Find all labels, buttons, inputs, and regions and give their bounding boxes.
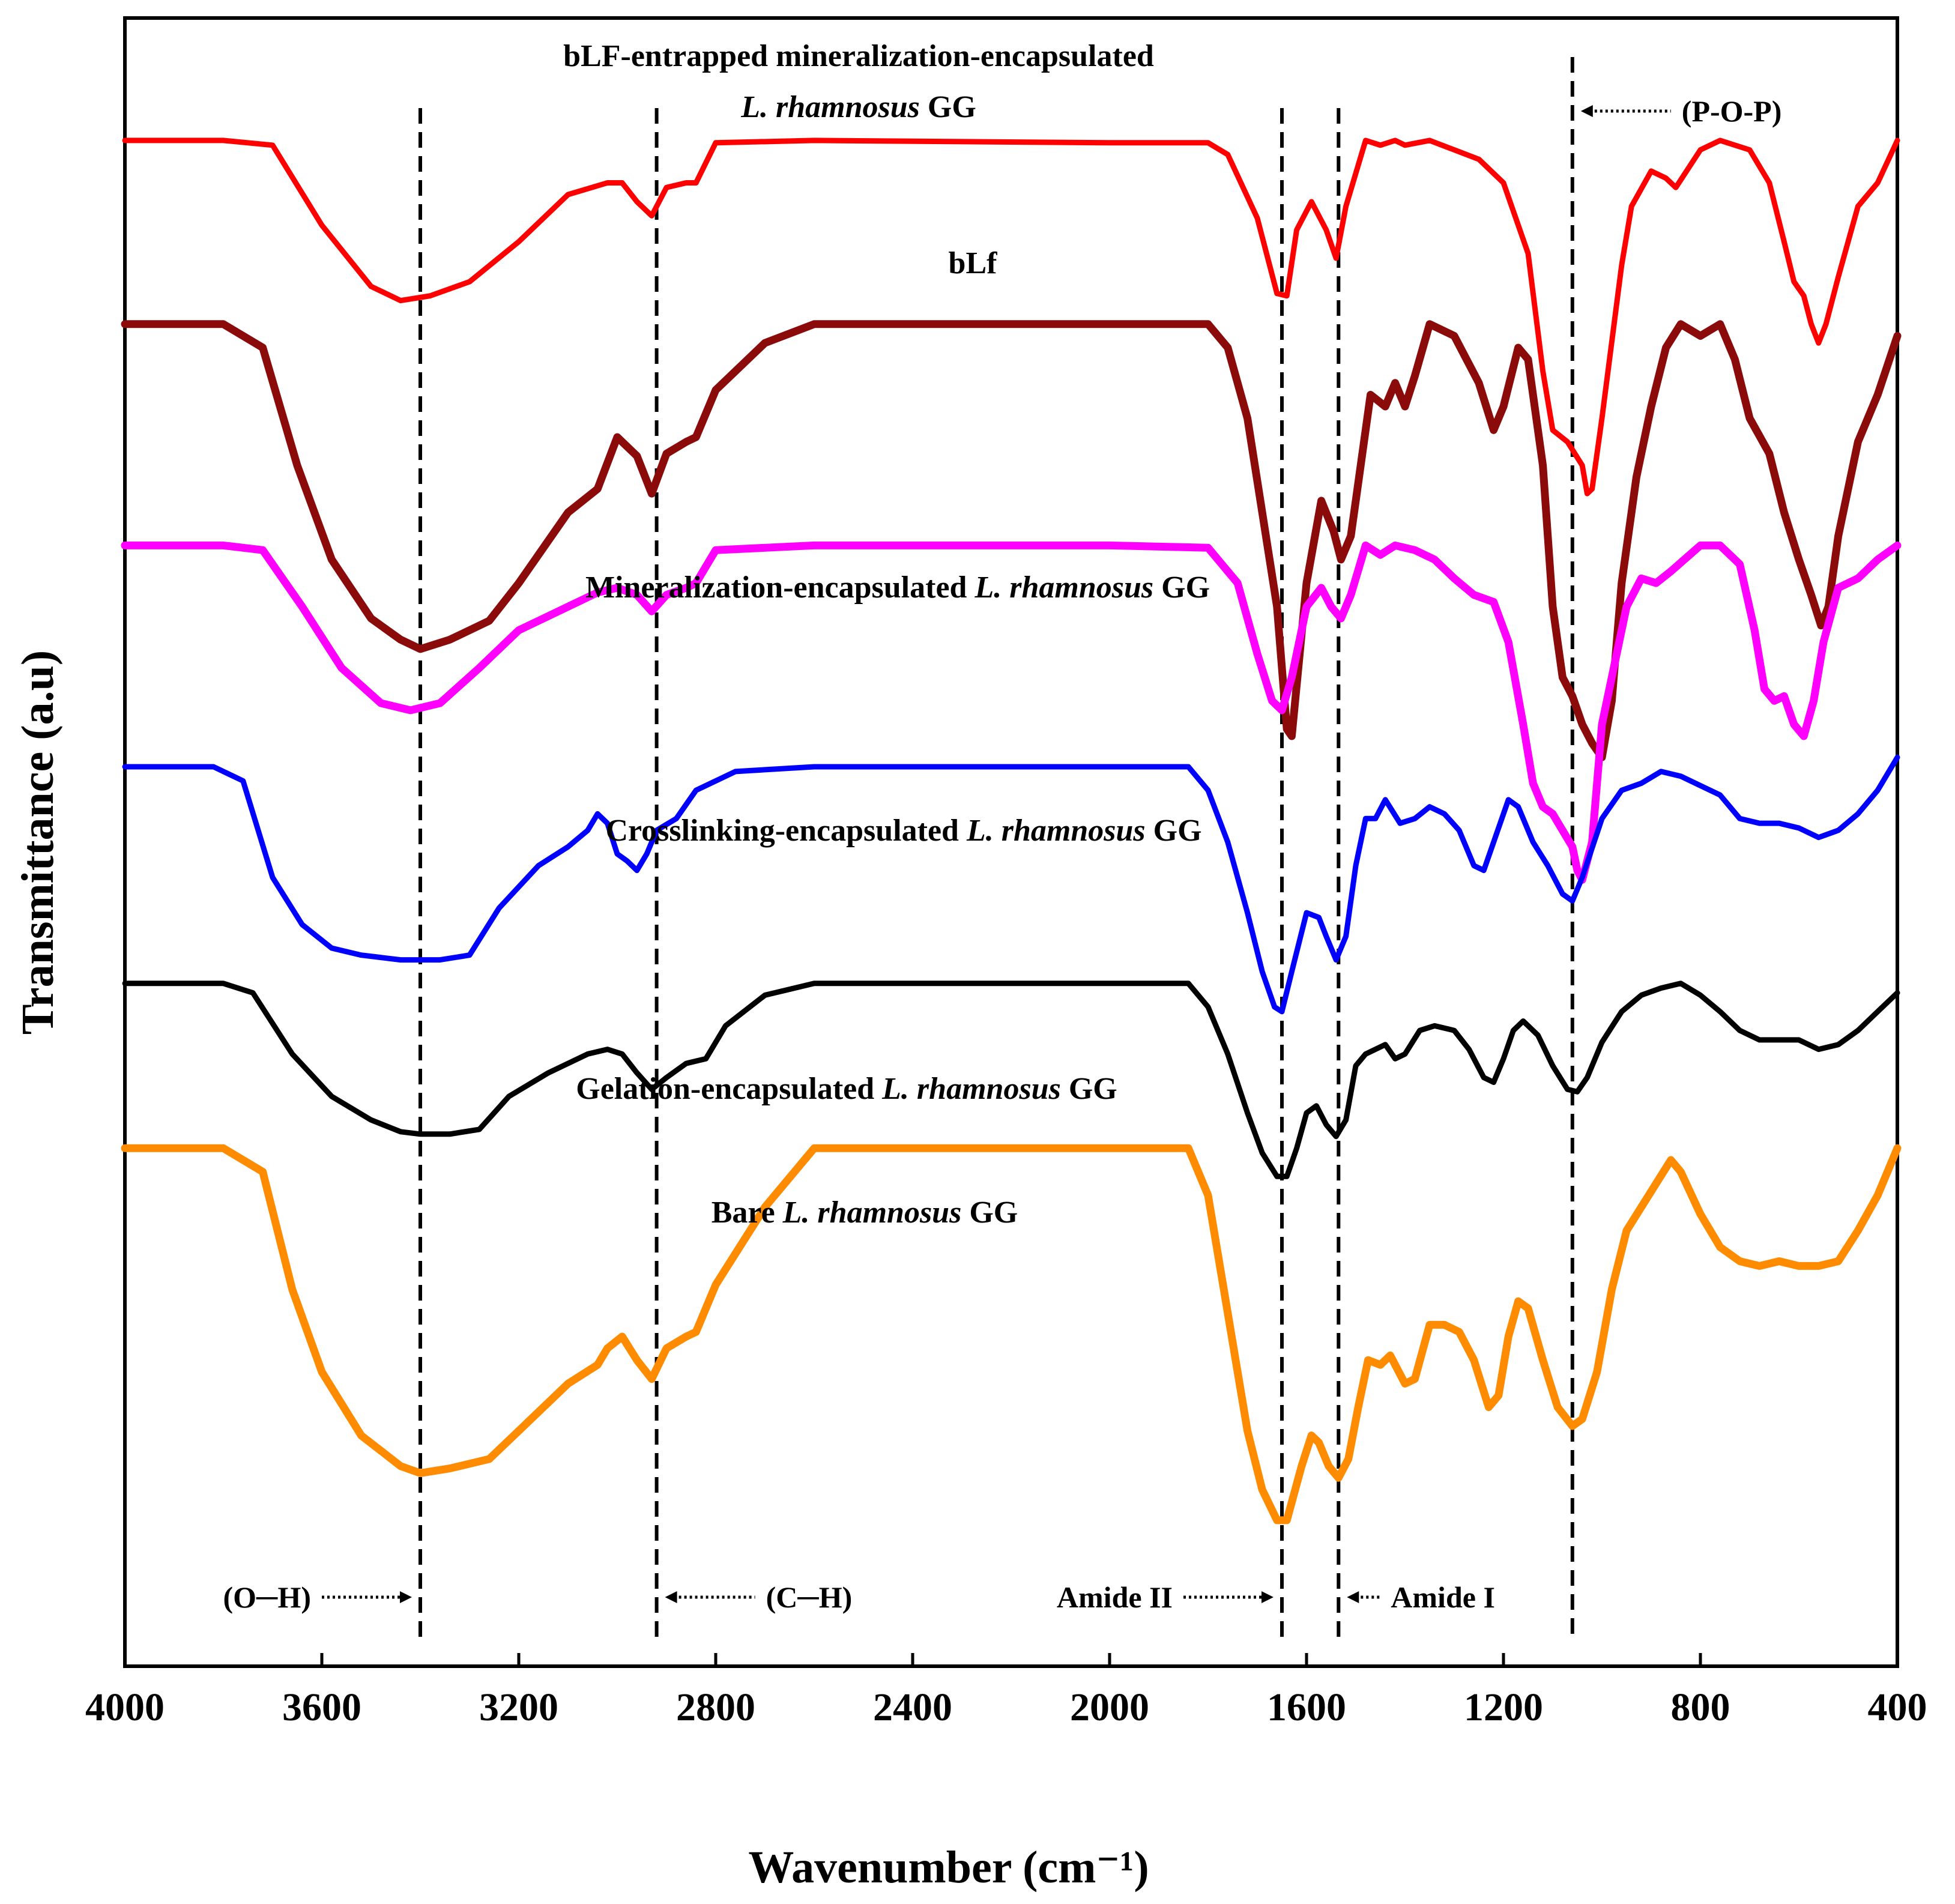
series-label-part: GG	[1153, 570, 1210, 605]
annotation-label: (C─H)	[766, 1580, 853, 1614]
annotation-label: Amide I	[1391, 1580, 1495, 1614]
x-tick-label: 1200	[1464, 1685, 1543, 1729]
series-label: Crosslinking-encapsulated L. rhamnosus G…	[605, 814, 1201, 848]
annotation-arrow-head	[400, 1591, 412, 1603]
series-label-part: bLf	[949, 246, 998, 280]
series-label-part: L. rhamnosus	[974, 570, 1153, 605]
series-label-part: L. rhamnosus	[782, 1195, 962, 1230]
annotation-label: (P-O-P)	[1682, 94, 1782, 128]
x-axis-title: Wavenumber (cm⁻¹)	[748, 1842, 1149, 1893]
series-label-part: Mineralization-encapsulated	[585, 570, 975, 605]
series-line	[122, 138, 1900, 497]
series-line	[121, 1144, 1902, 1525]
series-line	[121, 320, 1902, 761]
series-label-part: Bare	[712, 1195, 783, 1230]
annotation-label: Amide II	[1057, 1580, 1173, 1614]
annotation-arrow-head	[665, 1591, 677, 1603]
series-label-part: GG	[1146, 814, 1202, 848]
series-label: Gelation-encapsulated L. rhamnosus GG	[576, 1072, 1117, 1106]
series-label: Bare L. rhamnosus GG	[712, 1195, 1018, 1230]
x-tick-label: 1600	[1267, 1685, 1346, 1729]
x-tick-label: 800	[1671, 1685, 1730, 1729]
series-label-part: GG	[920, 90, 976, 124]
x-tick-label: 4000	[85, 1685, 165, 1729]
series-label-part: GG	[961, 1195, 1018, 1230]
y-axis-title: Transmittance (a.u)	[13, 650, 63, 1035]
series-label: bLF-entrapped mineralization-encapsulate…	[563, 39, 1154, 73]
series-line	[121, 541, 1902, 884]
annotation-arrow-head	[1580, 105, 1593, 117]
x-tick-label: 400	[1868, 1685, 1927, 1729]
annotation-arrow-head	[1262, 1591, 1274, 1603]
x-tick-label: 3200	[479, 1685, 558, 1729]
series-line	[122, 981, 1900, 1179]
annotation-arrow-head	[1347, 1591, 1359, 1603]
plot-frame	[123, 16, 1899, 1668]
series-label: L. rhamnosus GG	[740, 90, 976, 124]
series-label-part: GG	[1061, 1072, 1117, 1106]
series-labels: bLF-entrapped mineralization-encapsulate…	[563, 39, 1210, 1230]
x-axis-ticks: 4000 3600 3200 2800 2400 2000 1600 1200 800 400	[85, 1653, 1927, 1729]
x-tick-label: 2800	[676, 1685, 755, 1729]
series-line	[122, 754, 1900, 1015]
series-label: bLf	[949, 246, 998, 280]
x-tick-label: 2400	[873, 1685, 952, 1729]
reference-lines	[418, 57, 1574, 1642]
x-tick-label: 2000	[1070, 1685, 1149, 1729]
series-label-part: L. rhamnosus	[966, 814, 1146, 848]
series-label-part: L. rhamnosus	[740, 90, 920, 124]
x-tick-label: 3600	[282, 1685, 361, 1729]
series-label-part: Gelation-encapsulated	[576, 1072, 882, 1106]
series-label: Mineralization-encapsulated L. rhamnosus…	[585, 570, 1210, 605]
series-label-part: L. rhamnosus	[881, 1072, 1061, 1106]
series-label-part: Crosslinking-encapsulated	[605, 814, 967, 848]
annotation-label: (O─H)	[223, 1580, 311, 1614]
series-traces	[121, 138, 1902, 1525]
reference-annotations: (O─H) (C─H) Amide II Amide I (P-O-P)	[223, 94, 1781, 1614]
